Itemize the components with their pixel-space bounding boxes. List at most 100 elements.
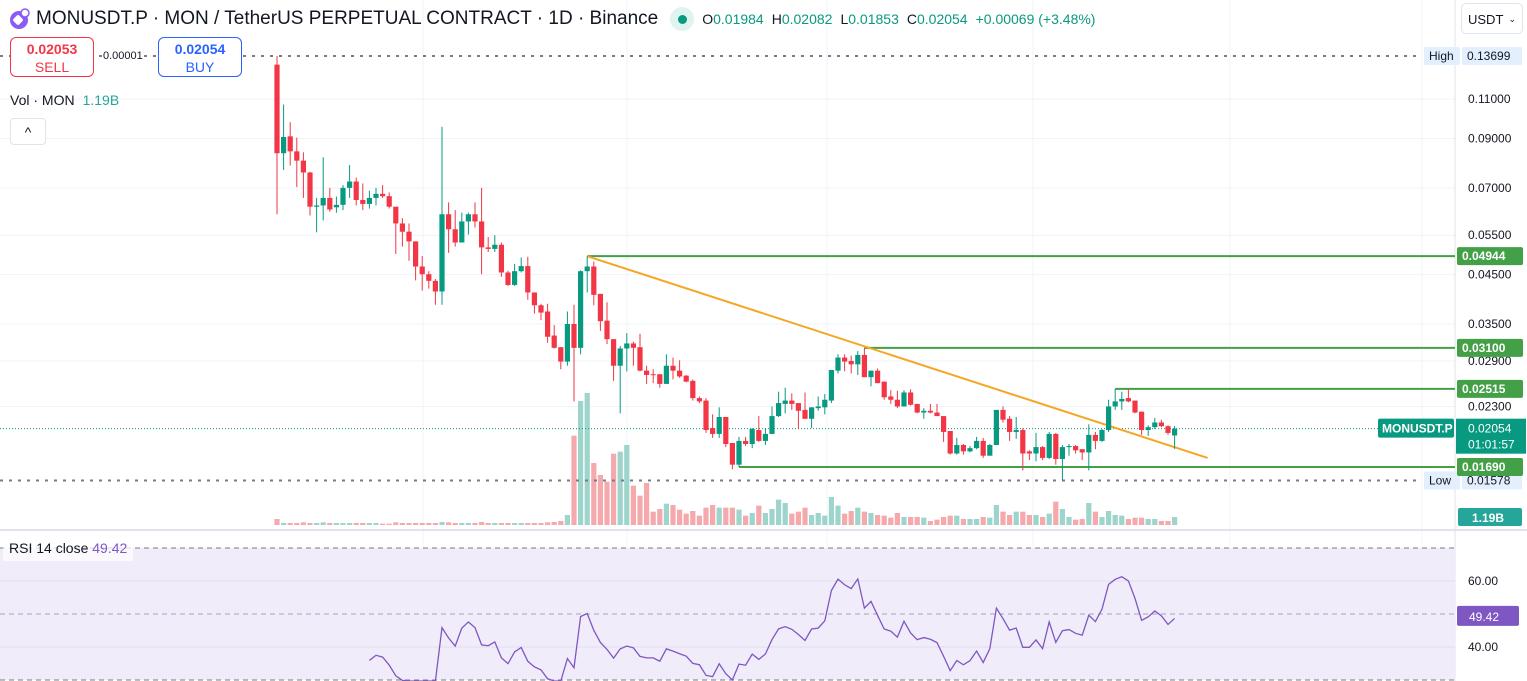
candle-body — [789, 400, 795, 404]
price-tick-label: 0.05500 — [1468, 228, 1512, 242]
sell-button[interactable]: 0.02053 SELL — [10, 37, 94, 77]
volume-bar — [419, 523, 425, 525]
buy-button[interactable]: 0.02054 BUY — [158, 37, 242, 77]
volume-bar — [894, 513, 900, 525]
candle-body — [439, 214, 445, 292]
volume-bar — [366, 523, 372, 525]
chart-header: MONUSDT.P · MON / TetherUS PERPETUAL CON… — [8, 6, 1095, 32]
volume-bar — [769, 509, 775, 525]
volume-bar — [743, 515, 749, 525]
candle-body — [696, 398, 702, 402]
candle-body — [406, 231, 412, 242]
candle-body — [1046, 433, 1052, 458]
volume-bar — [386, 523, 392, 525]
volume-bar — [908, 517, 914, 525]
candle-body — [274, 64, 280, 154]
volume-bar — [1152, 519, 1158, 525]
volume-bar — [670, 505, 676, 525]
volume-bar — [294, 523, 300, 525]
candle-body — [426, 274, 432, 281]
candle-body — [399, 223, 405, 232]
candle-body — [901, 392, 907, 407]
last-volume-tag: 1.19B — [1472, 511, 1504, 525]
volume-bar — [993, 505, 999, 525]
symbol-title[interactable]: MONUSDT.P · MON / TetherUS PERPETUAL CON… — [36, 8, 659, 29]
high-value-bg — [1462, 47, 1522, 65]
candle-body — [1007, 418, 1013, 432]
candle-body — [908, 392, 914, 405]
volume-bar — [439, 522, 445, 525]
volume-bar — [498, 523, 504, 525]
candle-body — [683, 375, 689, 382]
candle-body — [1013, 430, 1019, 432]
candle-body — [1059, 447, 1065, 460]
volume-bar — [1132, 517, 1138, 525]
candle-body — [855, 354, 861, 365]
candle-body — [868, 370, 874, 378]
volume-bar — [1145, 519, 1151, 525]
candle-body — [716, 416, 722, 434]
volume-bar — [967, 519, 973, 525]
candle-body — [366, 197, 372, 204]
volume-bar — [485, 523, 491, 525]
candle-body — [1099, 430, 1105, 441]
candle-body — [894, 399, 900, 407]
volume-bar — [677, 509, 683, 525]
symbol-tag-bg — [1378, 418, 1454, 438]
volume-bar — [980, 517, 986, 525]
last-price-value: 0.02054 — [1468, 422, 1512, 436]
volume-bar — [756, 505, 762, 525]
candle-body — [993, 409, 999, 446]
candle-body — [663, 365, 669, 384]
candle-body — [300, 160, 306, 173]
candle-body — [531, 292, 537, 306]
volume-bar — [1172, 517, 1178, 525]
trendline[interactable] — [586, 255, 1208, 459]
candle-body — [617, 348, 623, 366]
volume-bar — [591, 463, 597, 525]
low-label: Low — [1429, 473, 1451, 487]
candle-body — [637, 347, 643, 371]
rsi-value: 49.42 — [92, 540, 128, 556]
collapse-legend-button[interactable]: ^ — [10, 118, 46, 145]
candle-body — [545, 311, 551, 337]
candle-body — [386, 196, 392, 207]
volume-bar — [1086, 503, 1092, 525]
candle-body — [518, 266, 524, 272]
volume-bar — [558, 521, 564, 525]
candle-body — [492, 244, 498, 249]
rsi-legend[interactable]: RSI 14 close 49.42 — [3, 537, 134, 561]
candle-body — [551, 335, 557, 348]
volume-bar — [432, 523, 438, 525]
candle-body — [1119, 398, 1125, 402]
volume-bar — [1112, 515, 1118, 525]
candle-body — [815, 406, 821, 409]
candle-body — [1079, 449, 1085, 453]
candle-body — [1158, 422, 1164, 427]
volume-bar — [815, 513, 821, 525]
volume-bar — [452, 523, 458, 525]
candle-body — [591, 266, 597, 295]
volume-bar — [399, 523, 405, 525]
volume-bar — [1007, 515, 1013, 525]
volume-bar — [327, 523, 333, 525]
volume-bar — [1165, 521, 1171, 525]
volume-bar — [551, 522, 557, 525]
volume-bar — [1119, 515, 1125, 525]
buy-price: 0.02054 — [174, 41, 226, 57]
currency-select[interactable]: USDT ⌄ — [1461, 3, 1523, 34]
volume-bar — [518, 523, 524, 525]
candle-body — [578, 271, 584, 348]
volume-bar — [393, 522, 399, 525]
volume-bar — [611, 453, 617, 525]
candle-body — [802, 409, 808, 419]
candle-body — [723, 416, 729, 444]
candle-body — [987, 445, 993, 456]
candle-body — [294, 151, 300, 161]
volume-legend[interactable]: Vol · MON 1.19B — [10, 92, 119, 108]
price-tick-label: 0.09000 — [1468, 132, 1512, 146]
candle-body — [624, 343, 630, 349]
price-tick-label: 0.02300 — [1468, 399, 1512, 413]
volume-bar — [1092, 511, 1098, 525]
